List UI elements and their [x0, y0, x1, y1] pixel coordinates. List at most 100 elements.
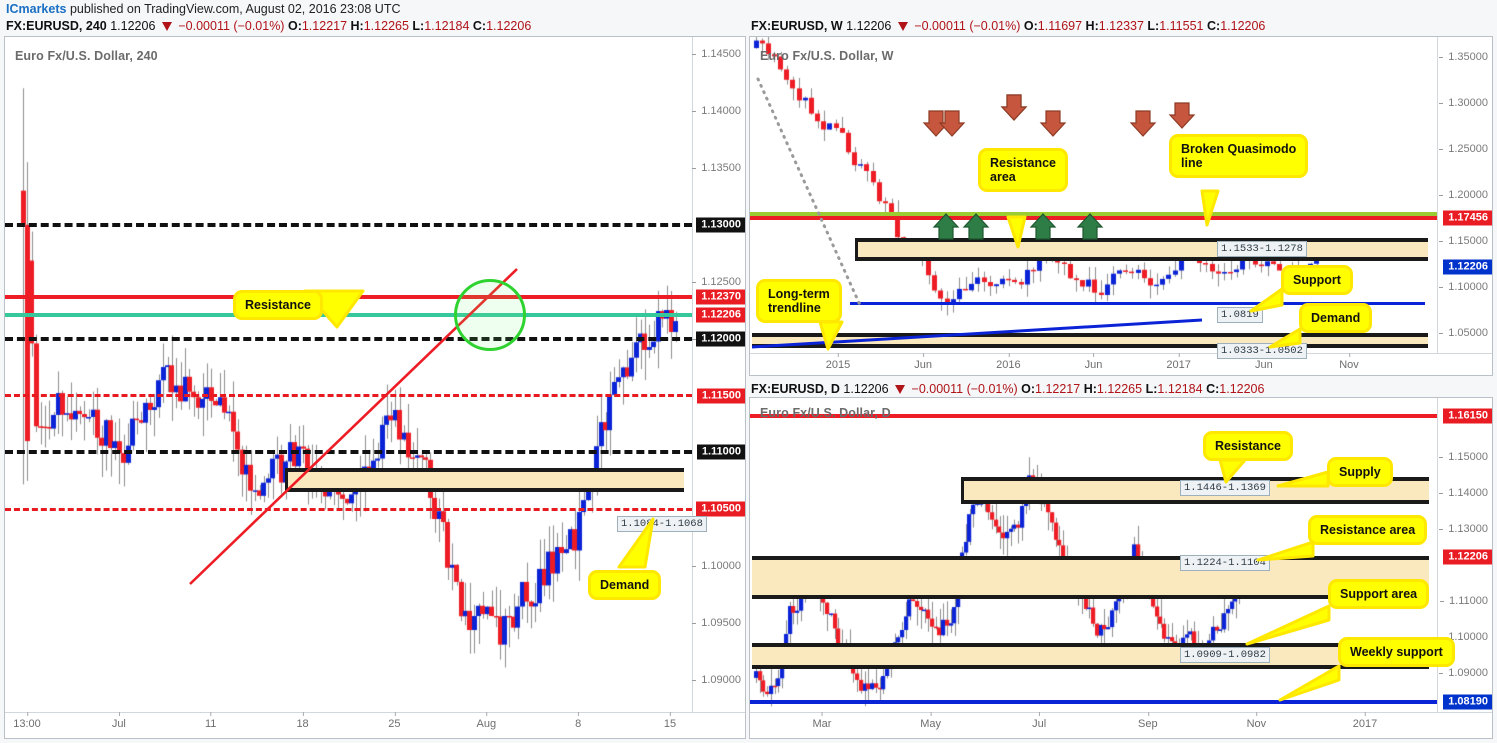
tick-mark — [930, 712, 932, 716]
price-badge[interactable]: 1.11000 — [696, 444, 745, 460]
price-tick: 1.14000 — [1439, 487, 1488, 499]
time-axis-h4[interactable]: 13:00 Jul 11 18 25 Aug 8 15 — [5, 712, 745, 738]
down-triangle-icon — [897, 22, 908, 31]
tick-mark — [1256, 712, 1258, 716]
demand-zone-weekly — [752, 332, 1428, 349]
tick-mark — [670, 712, 671, 716]
support-area-zone-daily — [752, 643, 1429, 670]
quote-symbol-daily: FX:EURUSD, D — [751, 382, 840, 396]
time-tick: Nov — [1247, 712, 1266, 730]
tick-mark — [486, 712, 488, 716]
price-tick: 1.10000 — [1439, 631, 1488, 643]
demand-zone-tag-h4: 1.1084-1.1068 — [617, 516, 707, 532]
callout-demand-h4: Demand — [588, 570, 662, 600]
level-dashed-black — [5, 450, 692, 455]
tick-mark — [118, 712, 120, 716]
tick-mark — [210, 712, 212, 716]
price-tick: 1.35000 — [1439, 51, 1488, 63]
time-tick: Nov — [1339, 353, 1359, 371]
candlestick-canvas-h4 — [5, 37, 692, 712]
callout-broken-quasimodo-weekly: Broken Quasimodo line — [1169, 134, 1309, 178]
resistance-zone-tag-weekly: 1.1533-1.1278 — [1217, 241, 1307, 257]
price-tick: 1.14000 — [692, 105, 741, 117]
resistance-line-weekly — [750, 216, 1437, 221]
tick-mark — [692, 110, 697, 112]
published-text: published on TradingView.com, August 02,… — [69, 2, 401, 16]
price-badge[interactable]: 1.16150 — [1443, 408, 1492, 424]
open-key-daily: O: — [1021, 382, 1036, 396]
price-badge[interactable]: 1.12206 — [1443, 549, 1492, 565]
price-tick: 1.13000 — [1439, 523, 1488, 535]
open-key-weekly: O: — [1023, 19, 1038, 33]
price-badge[interactable]: 1.08190 — [1443, 694, 1492, 710]
price-tick: 1.09500 — [692, 617, 741, 629]
tick-mark — [1439, 57, 1444, 59]
price-badge[interactable]: 1.10500 — [696, 501, 745, 517]
price-badge[interactable]: 1.13000 — [696, 217, 745, 233]
callout-resistance-daily: Resistance — [1203, 431, 1294, 461]
price-badge[interactable]: 1.17456 — [1443, 210, 1492, 226]
price-tick: 1.09000 — [1439, 667, 1488, 679]
chart-watermark-weekly: Euro Fx/U.S. Dollar, W — [760, 49, 894, 63]
support-line-tag-weekly: 1.0819 — [1217, 307, 1263, 323]
quote-line-h4: FX:EURUSD, 240 1.12206 −0.00011 (−0.01%)… — [6, 19, 531, 33]
time-tick: 13:00 — [13, 712, 41, 730]
time-axis-weekly[interactable]: 2015 Jun 2016 Jun 2017 Jun Nov — [750, 353, 1492, 375]
callout-resistance-area-daily: Resistance area — [1308, 515, 1428, 545]
price-axis-weekly[interactable]: 1.35000 1.30000 1.25000 1.20000 1.15000 1.100… — [1437, 37, 1492, 353]
callout-supply-daily: Supply — [1327, 457, 1393, 487]
price-tick: 1.10000 — [692, 560, 741, 572]
brand-name: ICmarkets — [6, 2, 67, 16]
tick-mark — [1364, 712, 1366, 716]
level-solid-red — [5, 294, 692, 299]
open-val-h4: 1.12217 — [301, 19, 348, 33]
low-key-h4: L: — [412, 19, 425, 33]
time-tick: Jun — [914, 353, 932, 371]
tick-mark — [821, 712, 823, 716]
demand-zone-h4 — [285, 467, 684, 492]
tick-mark — [394, 712, 396, 716]
price-badge[interactable]: 1.12370 — [696, 289, 745, 305]
high-val-daily: 1.12265 — [1096, 382, 1143, 396]
time-tick: Sep — [1138, 712, 1158, 730]
plot-area-weekly[interactable] — [750, 37, 1437, 353]
chart-panel-weekly[interactable]: Euro Fx/U.S. Dollar, W 1.35000 1.30000 1.2… — [749, 36, 1493, 376]
tick-mark — [692, 338, 697, 340]
resistance-area-zone-daily — [752, 556, 1429, 600]
price-badge[interactable]: 1.12000 — [696, 331, 745, 347]
tick-mark — [27, 712, 28, 716]
time-tick: 18 — [296, 712, 309, 730]
high-key-daily: H: — [1083, 382, 1097, 396]
plot-area-daily[interactable] — [750, 398, 1437, 712]
price-tick: 1.20000 — [1439, 189, 1488, 201]
price-tick: 1.14500 — [692, 48, 741, 60]
time-axis-daily[interactable]: Mar May Jul Sep Nov 2017 — [750, 712, 1492, 738]
price-badge[interactable]: 1.12206 — [1443, 259, 1492, 275]
price-badge[interactable]: 1.11500 — [696, 388, 745, 404]
time-tick: 2017 — [1166, 353, 1191, 371]
tick-mark — [1439, 149, 1444, 151]
price-badge[interactable]: 1.12206 — [696, 307, 745, 323]
quote-line-weekly: FX:EURUSD, W 1.12206 −0.00011 (−0.01%) O… — [751, 19, 1265, 33]
resistance-area-zone-tag-daily: 1.1224-1.1104 — [1180, 555, 1270, 571]
price-tick: 1.15000 — [1439, 235, 1488, 247]
price-axis-h4[interactable]: 1.14500 1.14000 1.13500 1.12500 1.12000 1.100… — [692, 37, 745, 712]
candlestick-canvas-weekly — [750, 37, 1437, 353]
tick-mark — [1439, 457, 1444, 459]
price-tick: 1.05000 — [1439, 327, 1488, 339]
plot-area-h4[interactable] — [5, 37, 692, 712]
tick-mark — [692, 54, 697, 56]
chart-panel-daily[interactable]: Euro Fx/U.S. Dollar, D 1.15000 1.14000 1.1… — [749, 397, 1493, 739]
tick-mark — [1093, 353, 1095, 357]
tick-mark — [1439, 332, 1444, 334]
low-key-weekly: L: — [1147, 19, 1160, 33]
chart-panel-h4[interactable]: Euro Fx/U.S. Dollar, 240 1.14500 1.14000 1… — [4, 36, 746, 739]
tick-mark — [692, 566, 697, 568]
tick-mark — [692, 167, 697, 169]
tick-mark — [1147, 712, 1149, 716]
tick-mark — [1008, 353, 1010, 357]
close-val-daily: 1.12206 — [1219, 382, 1265, 396]
open-val-weekly: 1.11697 — [1037, 19, 1083, 33]
tick-mark — [1439, 286, 1444, 288]
time-tick: Jun — [1085, 353, 1102, 371]
